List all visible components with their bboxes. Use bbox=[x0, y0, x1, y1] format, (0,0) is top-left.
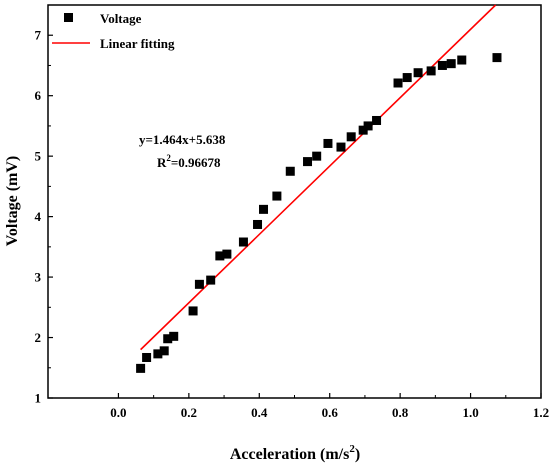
fit-equation: y=1.464x+5.638 bbox=[139, 132, 226, 147]
data-point bbox=[303, 157, 313, 167]
data-point bbox=[159, 346, 169, 356]
x-axis-title-main: Acceleration (m/s bbox=[230, 446, 350, 463]
data-point bbox=[358, 125, 368, 135]
data-point bbox=[285, 166, 295, 176]
data-point bbox=[142, 352, 152, 362]
legend-voltage-marker bbox=[64, 13, 73, 22]
data-point bbox=[238, 237, 248, 247]
x-axis-title: Acceleration (m/s2) bbox=[230, 443, 360, 463]
data-point bbox=[492, 53, 502, 63]
x-tick-label: 0.0 bbox=[110, 405, 126, 420]
data-point bbox=[413, 68, 423, 78]
data-point bbox=[346, 132, 356, 142]
data-point bbox=[163, 334, 173, 344]
data-point bbox=[393, 78, 403, 88]
x-tick-label: 0.4 bbox=[251, 405, 268, 420]
data-point bbox=[457, 55, 467, 65]
data-point bbox=[259, 204, 269, 214]
plot-frame bbox=[47, 4, 542, 399]
data-point bbox=[222, 249, 232, 259]
data-point bbox=[402, 73, 412, 83]
r2-prefix: R bbox=[157, 155, 167, 170]
data-point bbox=[194, 279, 204, 289]
x-tick-label: 0.6 bbox=[322, 405, 339, 420]
data-point bbox=[169, 331, 179, 341]
fit-line-group bbox=[140, 4, 497, 351]
legend: Voltage Linear fitting bbox=[52, 11, 175, 51]
r2-value: =0.96678 bbox=[171, 155, 221, 170]
legend-voltage-label: Voltage bbox=[100, 11, 142, 26]
y-axis-ticks: 1 2 3 4 5 6 7 bbox=[35, 4, 53, 406]
legend-fit-label: Linear fitting bbox=[100, 36, 175, 51]
y-tick-label: 3 bbox=[35, 270, 42, 285]
data-point bbox=[363, 121, 373, 131]
data-point bbox=[446, 59, 456, 69]
data-points bbox=[136, 53, 502, 373]
linear-fit-line bbox=[140, 4, 497, 351]
y-axis-title: Voltage (mV) bbox=[4, 156, 21, 247]
x-tick-label: 0.8 bbox=[392, 405, 409, 420]
data-point bbox=[272, 191, 282, 201]
data-point bbox=[253, 219, 263, 229]
data-point bbox=[215, 251, 225, 261]
data-point bbox=[312, 151, 322, 161]
fit-r-squared: R2=0.96678 bbox=[157, 153, 221, 170]
data-point bbox=[437, 60, 447, 70]
r2-superscript: 2 bbox=[166, 153, 171, 163]
y-tick-label: 1 bbox=[35, 391, 42, 406]
x-axis-title-end: ) bbox=[355, 446, 360, 463]
data-point bbox=[426, 66, 436, 76]
y-tick-label: 7 bbox=[35, 28, 42, 43]
data-point bbox=[188, 306, 198, 316]
x-tick-label: 0.2 bbox=[181, 405, 197, 420]
data-point bbox=[336, 142, 346, 152]
data-point bbox=[153, 349, 163, 359]
x-tick-label: 1.2 bbox=[533, 405, 549, 420]
y-tick-label: 4 bbox=[35, 209, 42, 224]
data-point bbox=[206, 275, 216, 285]
x-axis-ticks: 0.0 0.2 0.4 0.6 0.8 1.0 1.2 bbox=[110, 393, 549, 420]
data-point bbox=[323, 138, 333, 148]
x-tick-label: 1.0 bbox=[462, 405, 478, 420]
data-point bbox=[372, 115, 382, 125]
y-tick-label: 6 bbox=[35, 88, 42, 103]
y-tick-label: 2 bbox=[35, 330, 42, 345]
data-point bbox=[136, 363, 146, 373]
x-axis-title-sup: 2 bbox=[349, 443, 355, 455]
y-tick-label: 5 bbox=[35, 149, 42, 164]
